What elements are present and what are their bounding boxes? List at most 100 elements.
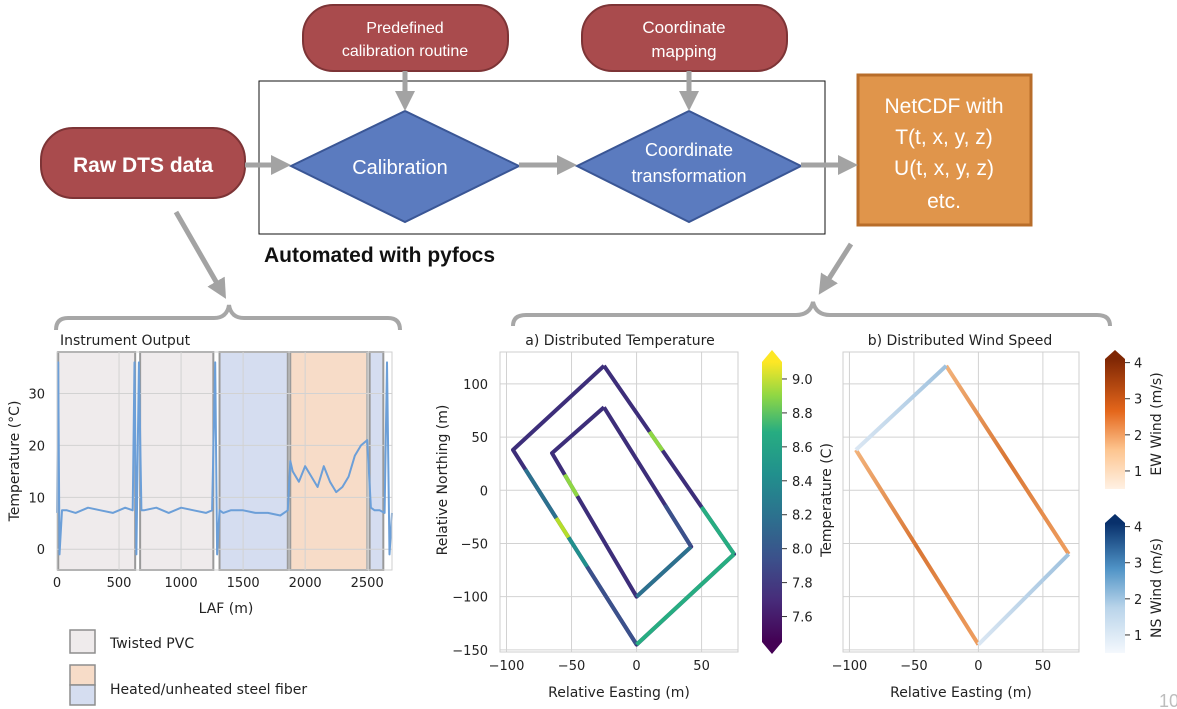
netcdf-line1: NetCDF with <box>884 95 1003 118</box>
coord-trans-line2: transformation <box>631 166 746 186</box>
ew-cbar-tick: 2 <box>1134 429 1142 444</box>
temp-warm-segment <box>562 473 580 498</box>
netcdf-line4: etc. <box>927 190 961 213</box>
raw-dts-node: Raw DTS data <box>40 127 246 199</box>
predefined-calibration-node: Predefined calibration routine <box>302 4 509 72</box>
arrow-netcdf-to-maps <box>818 242 854 295</box>
temp-warm-segment <box>554 516 571 539</box>
instrument-xtick: 2500 <box>351 576 384 591</box>
wind-map-frame <box>842 351 1080 653</box>
region-heated-steel-fiber-3 <box>289 351 369 571</box>
wind-fiber-paths <box>854 364 1071 646</box>
wind-map-xtick: −100 <box>832 659 868 674</box>
raw-dts-label: Raw DTS data <box>73 154 213 177</box>
temp-cbar-tick: 8.6 <box>792 441 813 456</box>
predefined-line1: Predefined <box>366 20 443 37</box>
temp-map-ytick: −100 <box>452 591 488 606</box>
ns-cbar-tick: 4 <box>1134 521 1142 536</box>
temp-cbar-tick: 8.4 <box>792 475 813 490</box>
wind-map-xlabel: Relative Easting (m) <box>890 685 1032 701</box>
instrument-temperature-trace <box>56 361 393 556</box>
region-shading <box>57 351 385 571</box>
wind-map-title: b) Distributed Wind Speed <box>868 333 1053 349</box>
temp-cbar-tick: 8.8 <box>792 407 813 422</box>
legend-label-steel: Heated/unheated steel fiber <box>110 682 307 698</box>
ns-wind-segment-north <box>854 364 948 452</box>
instrument-xtick: 2000 <box>289 576 322 591</box>
flow-arrows <box>173 71 858 299</box>
instrument-axes-frame <box>56 351 393 571</box>
instrument-xtick: 500 <box>107 576 132 591</box>
temp-cbar-tick: 7.6 <box>792 611 813 626</box>
temperature-colorbar-label: Temperature (C) <box>819 443 835 558</box>
calibration-label: Calibration <box>352 157 448 179</box>
temperature-fiber-paths <box>511 364 737 647</box>
temp-warm-segment <box>635 545 693 599</box>
temp-warm-segment <box>699 505 736 556</box>
instrument-xticks: 0 500 1000 1500 2000 2500 <box>53 576 384 591</box>
wind-map-grid <box>843 352 1079 652</box>
wind-map-xtick: 0 <box>974 659 982 674</box>
automated-label: Automated with pyfocs <box>264 244 495 267</box>
ew-cbar-tick: 3 <box>1134 393 1142 408</box>
temp-map-ytick: 100 <box>463 378 488 393</box>
ew-colorbar-label: EW Wind (m/s) <box>1149 372 1165 475</box>
temp-warm-segment <box>647 430 665 452</box>
ns-cbar-tick: 3 <box>1134 557 1142 572</box>
page-number: 10 <box>1159 691 1177 709</box>
predefined-line2: calibration routine <box>342 43 468 60</box>
legend-swatch-unheated <box>69 684 96 706</box>
instrument-ytick: 30 <box>28 388 45 403</box>
coordinate-transformation-node: Coordinate transformation <box>574 109 804 224</box>
ew-wind-segment-west <box>854 448 981 646</box>
temp-warm-segment <box>523 468 558 520</box>
wind-map-xtick: 50 <box>1035 659 1052 674</box>
ns-wind-colorbar: 1 2 3 4 NS Wind (m/s) <box>1105 514 1165 653</box>
ew-wind-colorbar: 1 2 3 4 EW Wind (m/s) <box>1105 350 1165 489</box>
temp-map-xtick: −100 <box>489 659 525 674</box>
instrument-ytick: 10 <box>28 491 45 506</box>
temp-warm-segment <box>585 565 639 646</box>
instrument-output-panel: 0 500 1000 1500 2000 2500 0 10 20 30 Instrument … <box>7 333 393 617</box>
left-brace <box>54 304 402 331</box>
temperature-map-frame <box>499 351 739 653</box>
flowchart: Predefined calibration routine Coordinat… <box>40 4 1033 299</box>
ew-cbar-tick: 4 <box>1134 357 1142 372</box>
temperature-map-grid <box>500 352 738 652</box>
temp-warm-segment <box>663 503 693 548</box>
temp-cbar-tick: 9.0 <box>792 373 813 388</box>
ns-colorbar-label: NS Wind (m/s) <box>1149 538 1165 638</box>
coord-trans-line1: Coordinate <box>645 140 733 160</box>
temperature-colorbar-ticks: 7.6 7.8 8.0 8.2 8.4 8.6 8.8 9.0 <box>782 373 813 626</box>
region-unheated-steel-fiber-4 <box>368 351 385 571</box>
coord-map-line1: Coordinate <box>642 18 725 37</box>
wind-map-panel: −100 −50 0 50 b) Distributed Wind Speed Rel… <box>832 333 1165 701</box>
ns-wind-segment-south <box>976 552 1071 646</box>
ns-cbar-tick: 1 <box>1134 629 1142 644</box>
calibration-node: Calibration <box>288 109 522 224</box>
netcdf-output-node: NetCDF with T(t, x, y, z) U(t, x, y, z) … <box>856 73 1033 227</box>
legend-label-pvc: Twisted PVC <box>109 636 194 652</box>
instrument-ytick: 0 <box>37 543 45 558</box>
temperature-map-xlabel: Relative Easting (m) <box>548 685 690 701</box>
coord-map-line2: mapping <box>651 42 716 61</box>
region-unheated-steel-fiber-2 <box>218 351 289 571</box>
wind-map-xticks: −100 −50 0 50 <box>832 659 1052 674</box>
temp-warm-segment <box>566 536 589 568</box>
instrument-ytick: 20 <box>28 439 45 454</box>
netcdf-line2: T(t, x, y, z) <box>895 126 993 149</box>
region-legend: Twisted PVC Heated/unheated steel fiber <box>69 629 307 706</box>
ew-cbar-tick: 1 <box>1134 465 1142 480</box>
temp-map-ytick: −150 <box>452 644 488 659</box>
temp-map-ytick: 0 <box>480 484 488 499</box>
instrument-xlabel: LAF (m) <box>199 601 254 617</box>
instrument-ylabel: Temperature (°C) <box>7 401 23 523</box>
ew-colorbar-ticks: 1 2 3 4 <box>1125 357 1142 480</box>
instrument-xtick: 1500 <box>227 576 260 591</box>
instrument-title: Instrument Output <box>60 333 191 349</box>
temp-map-ytick: 50 <box>471 431 488 446</box>
outer-fiber-loop <box>511 364 737 647</box>
legend-swatch-pvc <box>69 629 96 654</box>
region-twisted-pvc-1 <box>139 351 215 571</box>
